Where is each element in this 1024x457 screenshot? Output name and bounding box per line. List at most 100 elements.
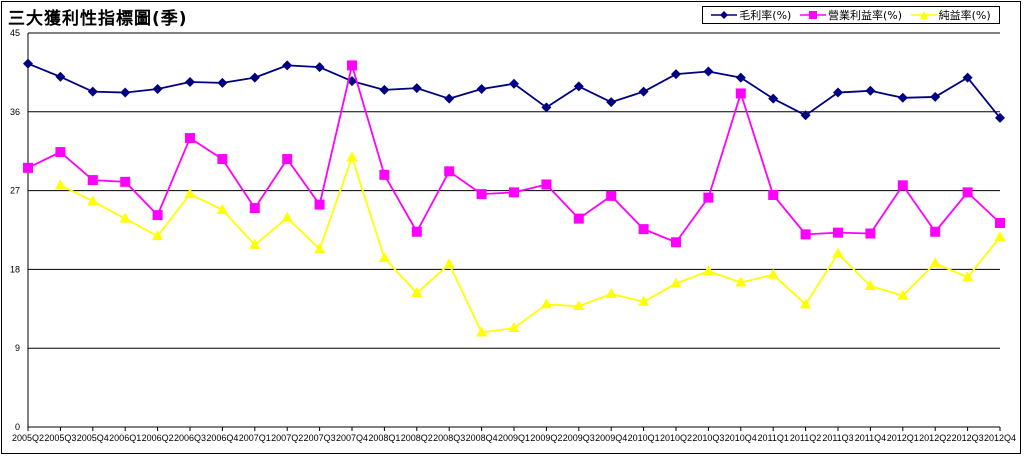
data-point xyxy=(411,287,423,298)
x-tick-label: 2012Q4 xyxy=(984,433,1016,443)
data-point xyxy=(152,210,163,221)
x-tick-label: 2012Q3 xyxy=(952,433,984,443)
data-point xyxy=(314,199,325,210)
data-point xyxy=(55,71,66,82)
data-point xyxy=(541,179,552,190)
y-tick-label: 9 xyxy=(15,343,20,353)
x-tick-label: 2011Q1 xyxy=(758,433,789,443)
data-point xyxy=(735,276,747,287)
data-point xyxy=(347,60,357,71)
data-point xyxy=(55,147,66,158)
x-tick-label: 2011Q4 xyxy=(855,433,886,443)
data-point xyxy=(671,69,681,80)
data-point xyxy=(800,229,811,240)
legend-item-operating-margin: 營業利益率(%) xyxy=(799,7,902,23)
data-point xyxy=(87,175,98,186)
x-tick-label: 2009Q3 xyxy=(563,433,595,443)
y-tick-label: 27 xyxy=(10,186,20,196)
chart-legend: 毛利率(%) 營業利益率(%) 純益率(%) xyxy=(702,6,1000,24)
data-point xyxy=(767,268,779,279)
x-tick-label: 2008Q3 xyxy=(433,433,465,443)
series-line-0 xyxy=(27,62,1001,119)
data-point xyxy=(185,133,195,144)
x-tick-label: 2008Q4 xyxy=(466,433,498,443)
x-tick-label: 2007Q1 xyxy=(239,433,271,443)
data-point xyxy=(282,60,293,71)
data-point xyxy=(217,77,228,88)
data-point xyxy=(476,84,487,95)
data-point xyxy=(995,112,1005,123)
data-point xyxy=(702,265,714,276)
data-point xyxy=(832,247,844,258)
data-point xyxy=(735,88,746,99)
data-point xyxy=(152,230,164,241)
x-tick-label: 2008Q1 xyxy=(368,433,400,443)
data-point xyxy=(509,78,519,89)
x-tick-label: 2010Q1 xyxy=(628,433,660,443)
y-tick-label: 18 xyxy=(10,264,20,274)
data-point xyxy=(541,102,552,113)
data-point xyxy=(638,86,649,97)
data-point xyxy=(282,154,293,165)
data-point xyxy=(606,190,617,201)
data-point xyxy=(994,231,1006,242)
x-tick-label: 2006Q2 xyxy=(142,433,174,443)
x-tick-label: 2005Q4 xyxy=(77,433,109,443)
data-point xyxy=(638,295,650,306)
y-tick-label: 0 xyxy=(15,422,20,432)
data-point xyxy=(476,189,487,200)
x-tick-label: 2012Q2 xyxy=(919,433,951,443)
data-point xyxy=(314,62,325,73)
data-point xyxy=(606,97,617,108)
data-point xyxy=(249,72,260,83)
data-point xyxy=(865,228,876,239)
data-point xyxy=(865,85,876,96)
data-point xyxy=(897,92,908,103)
data-point xyxy=(281,211,293,222)
data-point xyxy=(120,87,131,98)
data-point xyxy=(508,322,520,333)
x-tick-label: 2007Q2 xyxy=(271,433,303,443)
data-point xyxy=(800,110,811,121)
chart-title: 三大獲利性指標圖(季) xyxy=(8,9,188,29)
data-point xyxy=(119,212,131,223)
data-point xyxy=(444,166,455,177)
x-tick-label: 2009Q4 xyxy=(595,433,627,443)
data-point xyxy=(929,257,941,268)
data-point xyxy=(930,91,941,102)
legend-item-net-margin: 純益率(%) xyxy=(910,7,991,23)
data-point xyxy=(768,189,779,200)
x-tick-label: 2009Q1 xyxy=(498,433,530,443)
series-0 xyxy=(23,58,1005,123)
data-point xyxy=(962,72,973,83)
data-point xyxy=(120,176,131,187)
x-tick-label: 2006Q4 xyxy=(206,433,238,443)
data-point xyxy=(444,93,455,104)
data-point xyxy=(573,81,584,92)
x-tick-label: 2011Q3 xyxy=(822,433,853,443)
x-tick-label: 2005Q3 xyxy=(44,433,76,443)
x-tick-label: 2006Q1 xyxy=(109,433,141,443)
data-point xyxy=(23,162,33,173)
data-point xyxy=(833,87,843,98)
data-point xyxy=(249,238,261,249)
x-tick-label: 2011Q2 xyxy=(790,433,821,443)
x-tick-label: 2010Q4 xyxy=(725,433,757,443)
data-point xyxy=(897,289,909,300)
x-tick-label: 2009Q2 xyxy=(530,433,562,443)
data-point xyxy=(443,258,455,269)
x-tick-label: 2007Q3 xyxy=(304,433,336,443)
data-point xyxy=(23,58,33,69)
data-point xyxy=(509,187,519,198)
legend-item-gross-margin: 毛利率(%) xyxy=(711,7,791,23)
data-point xyxy=(379,84,390,95)
x-tick-label: 2010Q3 xyxy=(692,433,724,443)
data-point xyxy=(411,226,422,237)
data-point xyxy=(573,300,585,311)
x-tick-label: 2010Q2 xyxy=(660,433,692,443)
data-point xyxy=(378,252,390,263)
data-point xyxy=(217,154,228,165)
data-point xyxy=(411,83,422,94)
legend-label-net-margin: 純益率(%) xyxy=(938,9,991,22)
